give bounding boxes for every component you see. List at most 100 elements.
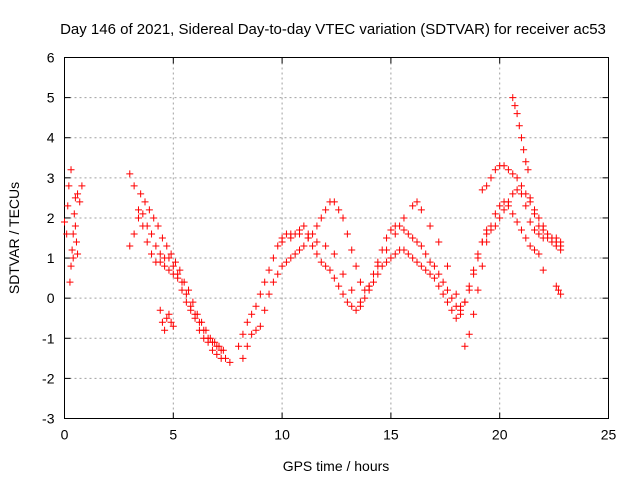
data-point <box>383 234 391 242</box>
data-point <box>304 234 312 242</box>
data-point <box>156 250 164 258</box>
data-point <box>520 146 528 154</box>
data-point <box>554 286 562 294</box>
data-point <box>300 242 308 250</box>
series-seg11 <box>509 94 532 174</box>
data-point <box>391 230 399 238</box>
data-point <box>515 122 523 130</box>
data-point <box>509 170 517 178</box>
data-point <box>426 222 434 230</box>
data-point <box>171 258 179 266</box>
data-point <box>496 214 504 222</box>
data-point <box>517 182 525 190</box>
y-tick-label: 2 <box>47 210 55 226</box>
data-point <box>539 266 547 274</box>
data-point <box>330 198 338 206</box>
data-point <box>461 298 469 306</box>
data-point <box>215 342 223 350</box>
data-point <box>369 278 377 286</box>
data-point <box>448 294 456 302</box>
data-point <box>313 222 321 230</box>
data-point <box>552 282 560 290</box>
x-tick-label: 25 <box>601 427 617 443</box>
series-seg5 <box>156 306 177 334</box>
data-point <box>206 334 214 342</box>
data-point <box>296 230 304 238</box>
data-point <box>139 222 147 230</box>
data-point <box>522 202 530 210</box>
y-tick-label: -1 <box>42 330 55 346</box>
data-point <box>71 222 79 230</box>
data-point <box>200 334 208 342</box>
data-point <box>461 342 469 350</box>
data-point <box>374 262 382 270</box>
data-point <box>517 134 525 142</box>
data-point <box>413 238 421 246</box>
data-point <box>265 290 273 298</box>
data-point <box>141 198 149 206</box>
data-point <box>182 290 190 298</box>
y-tick-label: -3 <box>42 411 55 427</box>
data-point <box>152 242 160 250</box>
data-point <box>169 262 177 270</box>
data-point <box>352 262 360 270</box>
data-point <box>409 234 417 242</box>
data-point <box>161 262 169 270</box>
data-point <box>531 226 539 234</box>
data-point <box>491 166 499 174</box>
data-point <box>309 230 317 238</box>
data-point <box>522 158 530 166</box>
data-point <box>322 242 330 250</box>
data-point <box>426 258 434 266</box>
data-point <box>174 270 182 278</box>
data-point <box>524 166 532 174</box>
data-point <box>552 234 560 242</box>
series-seg1b <box>66 194 82 286</box>
data-point <box>198 318 206 326</box>
data-points <box>61 94 565 366</box>
data-point <box>500 162 508 170</box>
data-point <box>156 258 164 266</box>
data-point <box>64 202 72 210</box>
data-point <box>282 258 290 266</box>
data-point <box>148 230 156 238</box>
data-point <box>535 230 543 238</box>
data-point <box>169 322 177 330</box>
data-point <box>443 286 451 294</box>
y-tick-label: 6 <box>47 50 55 66</box>
data-point <box>326 266 334 274</box>
data-point <box>483 182 491 190</box>
data-point <box>291 250 299 258</box>
data-point <box>256 290 264 298</box>
data-point <box>417 262 425 270</box>
data-point <box>430 274 438 282</box>
data-point <box>287 254 295 262</box>
x-tick-label: 0 <box>61 427 69 443</box>
data-point <box>148 250 156 258</box>
data-point <box>539 226 547 234</box>
series-seg10 <box>478 162 565 250</box>
data-point <box>330 250 338 258</box>
data-point <box>413 198 421 206</box>
data-point <box>348 302 356 310</box>
data-point <box>243 342 251 350</box>
data-point <box>343 230 351 238</box>
data-point <box>69 254 77 262</box>
data-point <box>409 254 417 262</box>
data-point <box>339 290 347 298</box>
data-point <box>526 218 534 226</box>
data-point <box>526 242 534 250</box>
y-tick-label: 4 <box>47 130 55 146</box>
data-point <box>343 298 351 306</box>
data-point <box>130 182 138 190</box>
data-point <box>78 182 86 190</box>
y-tick-label: 5 <box>47 90 55 106</box>
data-point <box>504 202 512 210</box>
data-point <box>248 330 256 338</box>
data-point <box>330 274 338 282</box>
data-point <box>67 166 75 174</box>
data-point <box>261 306 269 314</box>
series-seg8 <box>278 198 465 310</box>
data-point <box>165 310 173 318</box>
data-point <box>154 222 162 230</box>
